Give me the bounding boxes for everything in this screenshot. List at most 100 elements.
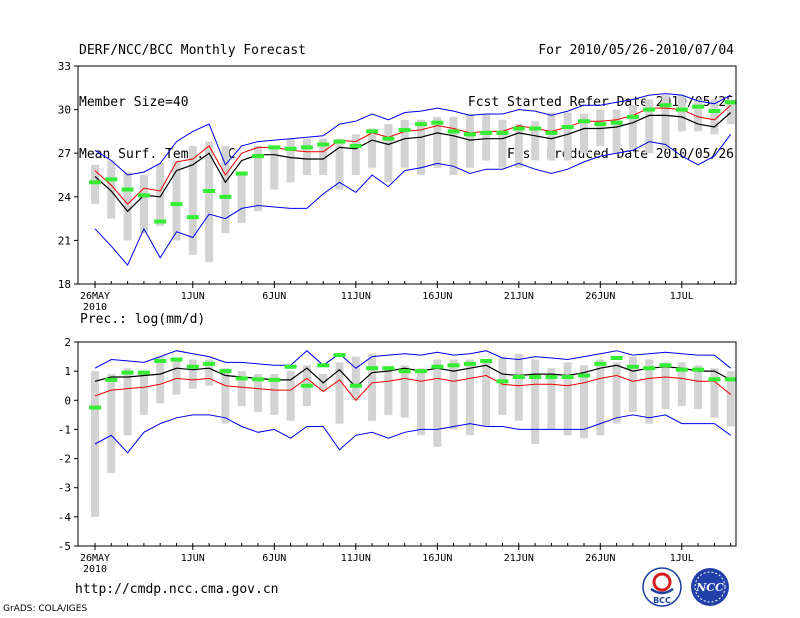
temperature-box [677,95,686,132]
temperature-box [417,119,425,175]
precipitation-green-marker [643,366,656,371]
temperature-green-marker [659,103,672,108]
temperature-box [107,160,116,219]
temperature-green-marker [349,143,362,148]
precipitation-frame [77,341,737,547]
temperature-xtick-label: 26JUN [585,291,615,302]
precipitation-green-marker [398,369,411,374]
precipitation-green-marker [578,373,590,378]
temperature-box [612,109,621,154]
temperature-green-marker [203,188,216,193]
temperature-green-marker [170,202,183,207]
precipitation-box [107,374,116,474]
temperature-box [433,116,442,168]
temperature-ytick-label: 21 [58,234,71,247]
temperature-box [514,124,523,168]
precipitation-green-marker [137,370,150,375]
precipitation-ytick-label: 2 [64,336,71,349]
temperature-green-marker [692,104,705,109]
precipitation-box [726,371,735,427]
precipitation-green-marker [594,361,607,366]
temperature-ytick-label: 27 [58,147,71,160]
temperature-green-marker [675,107,688,112]
chart-title: DERF/NCC/BCC Monthly Forecast [79,43,306,58]
temperature-box [661,95,670,149]
precipitation-box [677,362,686,407]
temperature-box [531,121,540,161]
produced-date: Fcst Produced Date 2010/05/26 [507,147,734,162]
temperature-green-marker [626,114,639,119]
temperature-box [368,128,377,168]
temperature-green-marker [480,130,493,135]
temperature-ytick-label: 18 [58,278,71,291]
temperature-box [400,119,409,168]
temperature-green-marker [643,107,656,112]
precipitation-green-marker [708,377,721,382]
temperature-xtick-label: 1JUL [670,291,694,302]
precipitation-box [645,359,654,424]
precipitation-ensemble-mean-line [94,364,731,389]
precipitation-box [661,362,670,410]
precipitation-blue-lower-line [94,414,731,454]
precipitation-blue-upper-line [94,350,732,369]
precipitation-box [482,362,491,427]
temperature-green-marker [415,122,427,127]
precipitation-xtick-label: 1JUN [181,553,205,564]
temperature-green-marker [496,130,509,135]
precipitation-box [172,359,181,395]
precipitation-green-marker [415,369,427,374]
precipitation-green-marker [349,383,362,388]
forecast-period: For 2010/05/26-2010/07/04 [538,43,734,58]
precipitation-green-marker [447,363,460,368]
precipitation-green-marker [382,366,395,371]
precipitation-xtick-label: 1JUL [670,553,694,564]
precipitation-box [580,365,588,439]
precipitation-box [449,359,458,430]
precipitation-green-marker [89,405,101,410]
precipitation-box [221,368,230,424]
precipitation-box [270,374,279,415]
precipitation-green-marker [431,364,444,369]
temperature-box [237,175,246,223]
precipitation-green-marker [186,364,199,369]
precipitation-box [612,362,621,424]
precipitation-ytick-label: -4 [58,511,72,524]
precipitation-green-marker [545,374,558,379]
precipitation-ytick-label: -1 [58,423,71,436]
temperature-box [710,99,719,135]
temperature-ytick-label: 30 [58,104,71,117]
temperature-box [286,138,295,183]
precipitation-box [694,365,703,410]
ncc-logo-text: NCC [695,581,724,594]
temperature-box [254,145,262,212]
precipitation-green-marker [561,374,574,379]
precipitation-green-marker [692,367,705,372]
temperature-box [596,109,605,146]
temperature-box [384,124,393,183]
precip-title: Prec.: log(mm/d) [80,312,205,327]
precipitation-box [596,359,605,436]
precipitation-green-marker [121,370,134,375]
temperature-box [302,138,311,175]
temperature-green-marker [105,177,118,182]
temperature-xtick-label: 6JUN [262,291,286,302]
temperature-green-marker [545,130,558,135]
precipitation-green-marker [659,363,672,368]
temperature-box [139,175,148,234]
temperature-green-marker [89,180,101,185]
precipitation-box [433,359,442,447]
temperature-panel: 18 21 24 27 30 33 26MAY 1JUN 6JUN 11JUN 16JUN 21JUN… [58,60,737,313]
bcc-logo: BCC [642,567,682,607]
precipitation-xtick-label: 26MAY [80,553,110,564]
source-url[interactable]: http://cmdp.ncc.cma.gov.cn [75,582,279,597]
precipitation-ytick-label: 1 [64,365,71,378]
precipitation-box [400,365,409,418]
temperature-blue-lower-line [94,134,732,267]
precipitation-box [628,356,637,412]
precipitation-box [237,371,246,407]
precipitation-green-marker [512,374,525,379]
temperature-box [319,138,328,175]
temperature-green-marker [708,109,721,114]
precipitation-green-marker [333,353,346,358]
